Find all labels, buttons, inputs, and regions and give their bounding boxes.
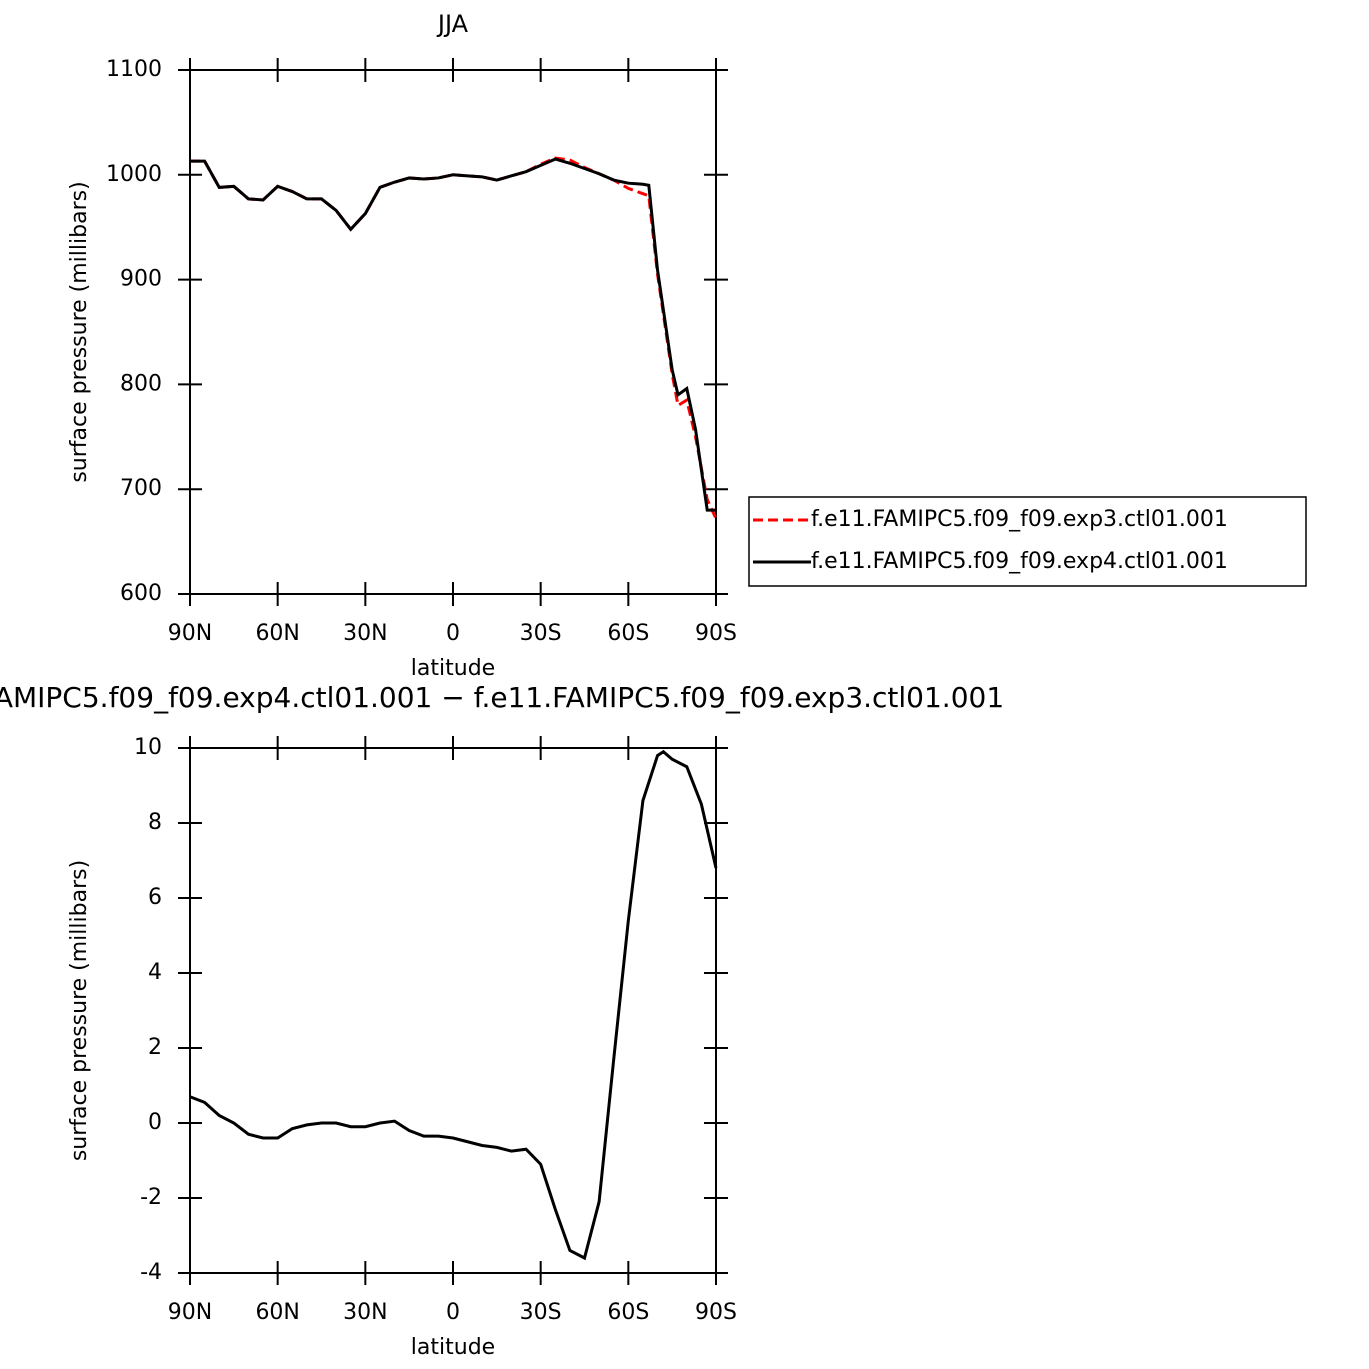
x-tick-label: 30N — [343, 1300, 387, 1325]
y-tick-label: 8 — [148, 810, 162, 835]
x-tick-label: 90S — [695, 1300, 737, 1325]
legend-box — [748, 496, 1307, 587]
x-axis-label: latitude — [411, 656, 495, 681]
legend-label: f.e11.FAMIPC5.f09_f09.exp3.ctl01.001 — [811, 507, 1228, 532]
chart-title: f.e11.FAMIPC5.f09_f09.exp4.ctl01.001 − f… — [0, 681, 1004, 714]
x-tick-label: 60S — [607, 1300, 649, 1325]
y-tick-label: -2 — [140, 1185, 162, 1210]
y-tick-label: 6 — [148, 885, 162, 910]
plot-frame — [189, 747, 717, 1274]
data-line — [189, 749, 718, 1261]
x-tick-label: 60N — [255, 1300, 299, 1325]
x-tick-label: 0 — [446, 621, 460, 646]
chart-title: JJA — [436, 10, 469, 38]
y-tick-label: 800 — [120, 371, 162, 396]
y-tick-label: 4 — [148, 960, 162, 985]
y-tick-label: 600 — [120, 581, 162, 606]
legend-label: f.e11.FAMIPC5.f09_f09.exp4.ctl01.001 — [811, 549, 1228, 574]
x-axis-label: latitude — [411, 1335, 495, 1360]
data-line — [190, 156, 718, 520]
y-axis-label: surface pressure (millibars) — [67, 181, 92, 482]
x-tick-label: 30N — [343, 621, 387, 646]
x-tick-label: 60N — [255, 621, 299, 646]
y-tick-label: 1000 — [106, 162, 162, 187]
y-tick-label: 0 — [148, 1110, 162, 1135]
y-tick-label: 900 — [120, 267, 162, 292]
x-tick-label: 90N — [168, 1300, 212, 1325]
plot-frame — [189, 69, 717, 595]
y-axis-label: surface pressure (millibars) — [67, 860, 92, 1161]
y-tick-label: 2 — [148, 1035, 162, 1060]
x-tick-label: 0 — [446, 1300, 460, 1325]
y-tick-label: 700 — [120, 476, 162, 501]
y-tick-label: 1100 — [106, 57, 162, 82]
y-tick-label: -4 — [140, 1260, 162, 1285]
x-tick-label: 30S — [520, 1300, 562, 1325]
x-tick-label: 90N — [168, 621, 212, 646]
x-tick-label: 60S — [607, 621, 649, 646]
x-tick-label: 90S — [695, 621, 737, 646]
y-tick-label: 10 — [134, 735, 162, 760]
x-tick-label: 30S — [520, 621, 562, 646]
data-line — [190, 157, 716, 512]
